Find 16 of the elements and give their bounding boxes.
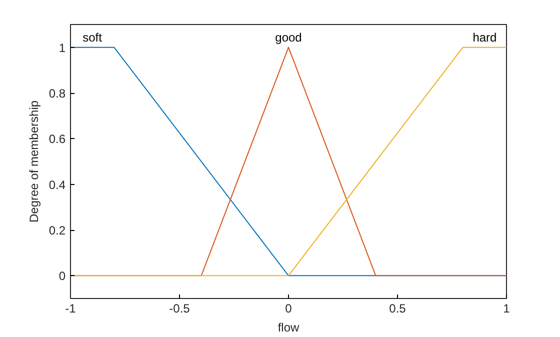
y-tick-label: 1	[58, 40, 66, 55]
y-tick-label: 0.2	[48, 224, 66, 238]
series-label: soft	[82, 30, 103, 44]
y-axis-title: Degree of membership	[26, 100, 41, 223]
x-axis-title: flow	[278, 320, 300, 334]
y-tick-label: 0.4	[48, 178, 66, 192]
x-tick-label: 1	[503, 302, 510, 316]
series-label: good	[275, 30, 302, 44]
y-tick-label: 0.8	[48, 86, 66, 100]
x-tick-label: 0	[285, 302, 292, 316]
y-tick-label: 0	[58, 269, 66, 284]
y-tick-label: 0.6	[48, 132, 66, 146]
x-tick-label: 0.5	[389, 302, 406, 316]
x-tick-label: -1	[65, 302, 76, 316]
series-label: hard	[472, 30, 497, 44]
x-tick-label: -0.5	[169, 302, 190, 316]
